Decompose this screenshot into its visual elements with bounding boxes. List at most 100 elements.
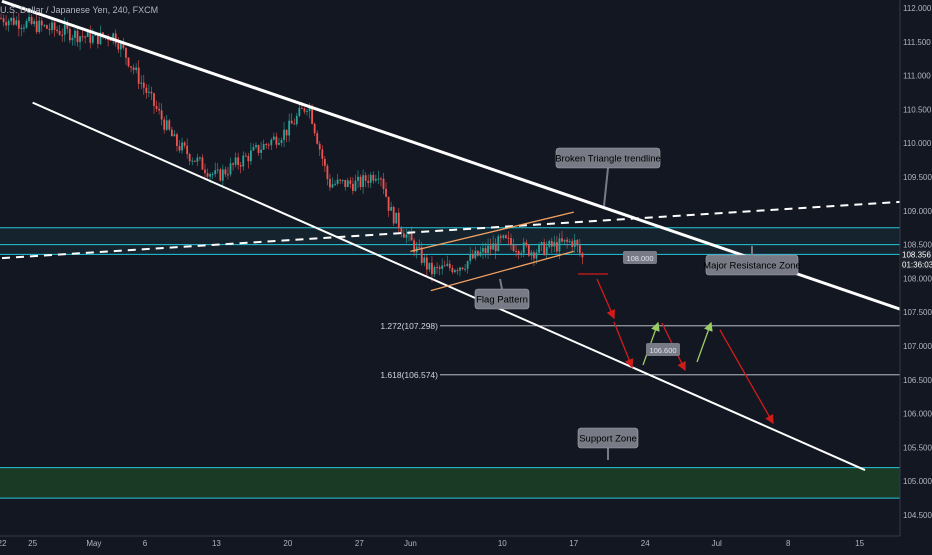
candle-body bbox=[469, 254, 472, 262]
candle-body bbox=[553, 242, 556, 247]
x-tick-label: 6 bbox=[143, 539, 148, 548]
target-108-label: 108.000 bbox=[623, 251, 657, 264]
y-tick-label: 110.500 bbox=[903, 105, 932, 114]
candle-body bbox=[535, 252, 538, 259]
candle-body bbox=[397, 212, 400, 229]
broken-triangle-line bbox=[1, 200, 901, 260]
candle-body bbox=[326, 165, 329, 180]
candle-body bbox=[329, 179, 331, 188]
x-tick-label: 27 bbox=[355, 539, 364, 548]
candle-body bbox=[573, 240, 576, 247]
candle-body bbox=[216, 169, 219, 171]
target-1066-label: 106.600 bbox=[646, 343, 680, 356]
candle-body bbox=[323, 158, 326, 166]
candle-body bbox=[17, 20, 20, 29]
candle-body bbox=[155, 106, 158, 109]
candle-body bbox=[97, 33, 99, 44]
y-tick-label: 105.500 bbox=[903, 443, 932, 452]
y-tick-label: 111.000 bbox=[903, 72, 931, 81]
candle-body bbox=[392, 207, 395, 224]
candle-body bbox=[242, 155, 245, 167]
candle-body bbox=[301, 107, 303, 109]
x-tick-label: Jul bbox=[712, 539, 722, 548]
candle-body bbox=[186, 145, 189, 155]
candle-body bbox=[403, 233, 405, 238]
candle-body bbox=[165, 120, 168, 130]
candle-body bbox=[387, 196, 390, 211]
candle-body bbox=[23, 27, 25, 29]
candle-body bbox=[35, 21, 38, 33]
candle-body bbox=[341, 179, 344, 181]
candle-body bbox=[512, 244, 515, 251]
candle-body bbox=[390, 207, 393, 211]
flag-upper-line bbox=[410, 211, 574, 252]
candle-body bbox=[489, 245, 492, 250]
candle-body bbox=[316, 133, 319, 144]
candle-body bbox=[150, 91, 153, 94]
flag-pattern-callout[interactable]: Flag Pattern bbox=[474, 278, 530, 310]
candle-body bbox=[81, 36, 84, 38]
x-tick-label: 24 bbox=[641, 539, 650, 548]
candle-body bbox=[476, 250, 479, 256]
candle-body bbox=[221, 169, 224, 181]
candle-body bbox=[206, 173, 209, 177]
candle-body bbox=[362, 175, 364, 187]
candle-body bbox=[295, 115, 298, 125]
candle-body bbox=[354, 180, 357, 191]
candle-body bbox=[510, 238, 512, 245]
candle-body bbox=[63, 25, 66, 35]
fib-1618-label: 1.618(106.574) bbox=[380, 370, 438, 380]
y-tick-label: 105.000 bbox=[903, 477, 932, 486]
y-tick-label: 108.000 bbox=[903, 274, 932, 283]
price-axis-bg[interactable] bbox=[900, 0, 932, 550]
y-tick-label: 109.500 bbox=[903, 173, 932, 182]
target-label-box bbox=[646, 343, 680, 356]
candle-body bbox=[255, 145, 257, 148]
candle-body bbox=[176, 134, 178, 146]
candle-body bbox=[581, 253, 584, 258]
candle-body bbox=[48, 28, 51, 30]
callout-pointer bbox=[603, 167, 609, 207]
x-tick-label: 25 bbox=[28, 539, 37, 548]
candle-body bbox=[163, 119, 166, 130]
candle-body bbox=[160, 110, 163, 120]
candle-body bbox=[451, 267, 454, 273]
support-zone-callout[interactable]: Support Zone bbox=[577, 427, 639, 460]
candle-body bbox=[487, 245, 489, 254]
candle-body bbox=[234, 157, 237, 165]
candle-body bbox=[237, 157, 240, 166]
major-resistance-callout[interactable]: Major Resistance Zone bbox=[703, 246, 801, 276]
y-tick-label: 108.500 bbox=[903, 241, 932, 250]
time-axis-bg[interactable] bbox=[0, 536, 932, 550]
candle-body bbox=[125, 47, 127, 58]
candle-body bbox=[91, 35, 94, 43]
candle-body bbox=[377, 178, 380, 180]
candle-body bbox=[199, 157, 201, 159]
candle-body bbox=[499, 236, 502, 238]
broken-triangle-callout[interactable]: Broken Triangle trendline bbox=[555, 147, 661, 207]
x-tick-label: May bbox=[86, 539, 101, 548]
candle-body bbox=[201, 157, 204, 170]
candle-body bbox=[40, 20, 43, 26]
candle-body bbox=[344, 179, 347, 187]
candle-body bbox=[484, 248, 487, 254]
candle-body bbox=[38, 20, 41, 33]
projection-arrow-down bbox=[596, 278, 616, 320]
candle-body bbox=[158, 108, 160, 111]
candle-body bbox=[183, 142, 186, 146]
y-tick-label: 112.000 bbox=[903, 4, 932, 13]
candle-body bbox=[311, 107, 313, 124]
candle-body bbox=[405, 234, 408, 238]
candle-body bbox=[578, 245, 581, 254]
candle-body bbox=[558, 238, 561, 252]
candle-body bbox=[53, 22, 56, 30]
candle-body bbox=[119, 43, 122, 50]
candle-body bbox=[479, 251, 482, 256]
support-zone bbox=[0, 467, 900, 499]
candle-body bbox=[436, 266, 438, 268]
y-tick-label: 107.500 bbox=[903, 308, 932, 317]
candle-body bbox=[46, 25, 48, 29]
candle-body bbox=[321, 149, 324, 159]
